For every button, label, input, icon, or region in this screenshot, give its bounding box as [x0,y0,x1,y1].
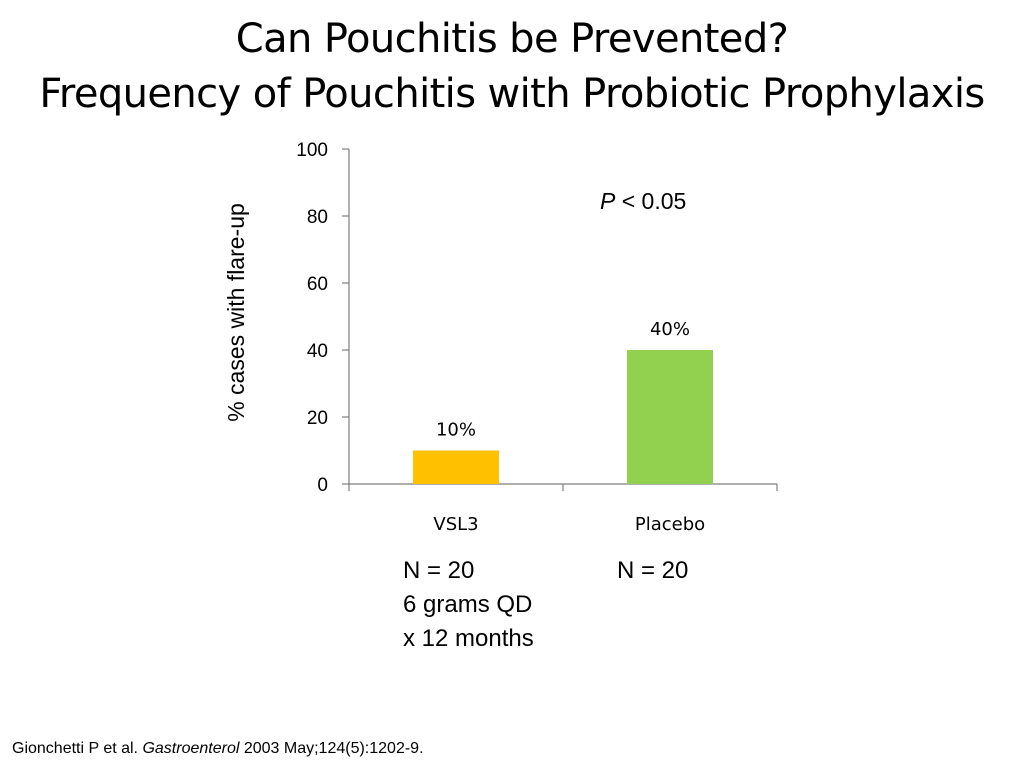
x-category-label: VSL3 [433,514,478,535]
slide-title-line-1: Can Pouchitis be Prevented? [235,16,789,62]
y-tick-label: 20 [307,408,328,429]
data-label: 10% [436,420,476,441]
y-tick-label: 100 [296,140,328,161]
citation-details: 2003 May;124(5):1202-9. [239,740,424,757]
p-value-text: < 0.05 [615,188,687,214]
citation: Gionchetti P et al. Gastroenterol 2003 M… [12,740,424,758]
bar-vsl3 [413,450,499,484]
data-label: 40% [650,319,690,340]
y-tick-label: 60 [307,274,328,295]
group-detail-line: N = 20 [617,557,689,584]
y-tick-label: 0 [317,475,328,496]
citation-journal: Gastroenterol [142,740,240,757]
group-detail-line: x 12 months [403,625,534,652]
group-details-vsl3: N = 20 6 grams QD x 12 months [403,554,534,656]
slide-title-line-2: Frequency of Pouchitis with Probiotic Pr… [39,71,985,117]
x-category-label: Placebo [635,514,705,535]
group-detail-line: 6 grams QD [403,591,533,618]
y-tick-label: 80 [307,207,328,228]
group-details-placebo: N = 20 [617,554,688,588]
group-detail-line: N = 20 [403,557,475,584]
y-tick-label: 40 [307,341,328,362]
bar-placebo [627,350,713,484]
p-value-symbol: P [600,188,616,214]
p-value-annotation: P < 0.05 [600,188,686,215]
y-axis-label: % cases with flare-up [223,203,249,422]
citation-authors: Gionchetti P et al. [12,740,143,757]
